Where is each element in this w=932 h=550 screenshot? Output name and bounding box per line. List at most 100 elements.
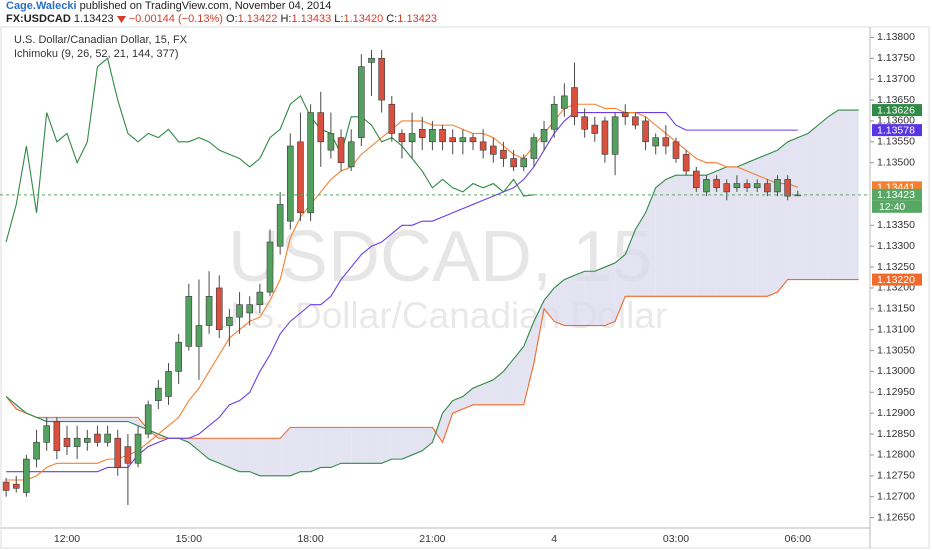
- candle-body: [134, 433, 142, 464]
- x-tick-label: 18:00: [297, 533, 323, 545]
- candle-body: [215, 287, 223, 330]
- candle-body: [642, 120, 649, 143]
- cloud: [686, 175, 697, 297]
- candle-body: [449, 137, 457, 143]
- cloud: [300, 427, 311, 472]
- cloud: [188, 438, 199, 451]
- candle-body: [33, 442, 40, 460]
- candle-body: [733, 183, 741, 189]
- cloud: [67, 417, 78, 422]
- cloud: [828, 110, 839, 280]
- cloud: [341, 427, 352, 464]
- candle-body: [124, 446, 132, 464]
- candle-body: [672, 141, 680, 159]
- down-arrow: [116, 16, 126, 24]
- candle-body: [591, 124, 599, 134]
- candle-body: [530, 137, 538, 159]
- candle-body: [703, 179, 710, 193]
- cloud: [483, 379, 494, 405]
- chart-title: U.S. Dollar/Canadian Dollar, 15, FX: [14, 34, 188, 46]
- countdown-box: [872, 200, 922, 213]
- cloud: [401, 427, 413, 460]
- symbol: FX:USDCAD: [6, 13, 71, 25]
- cloud: [767, 150, 778, 297]
- plot-area: [2, 49, 859, 506]
- x-tick-label: 4: [551, 533, 557, 545]
- cloud: [229, 438, 240, 472]
- y-tick-label: 1.13100: [877, 323, 915, 335]
- cloud: [452, 396, 463, 414]
- y-tick-label: 1.12850: [877, 428, 915, 440]
- cloud: [645, 187, 656, 297]
- cloud: [787, 137, 798, 280]
- x-tick-label: 06:00: [785, 533, 811, 545]
- y-tick-label: 1.13000: [877, 365, 915, 377]
- ohlc-label: H:: [280, 13, 292, 25]
- cloud: [594, 267, 605, 326]
- cloud: [107, 417, 118, 422]
- x-tick-label: 12:00: [54, 533, 80, 545]
- lagging-line: [5, 57, 534, 243]
- price-label: 1.13423: [877, 189, 915, 201]
- candle-body: [144, 404, 152, 435]
- cloud: [442, 400, 453, 443]
- y-tick-label: 1.13600: [877, 115, 915, 127]
- candle-body: [510, 158, 517, 168]
- cloud: [726, 166, 737, 297]
- cloud: [564, 275, 575, 326]
- candle-body: [723, 183, 731, 193]
- indicator-name: Ichimoku (9, 26, 52, 21, 144, 377): [14, 48, 179, 60]
- candle-body: [307, 112, 314, 214]
- candle-body: [195, 325, 203, 347]
- cloud: [676, 175, 687, 297]
- candle-body: [520, 158, 528, 168]
- candle-body: [236, 304, 243, 318]
- candle-body: [337, 137, 345, 163]
- cloud: [635, 212, 646, 297]
- candle-body: [53, 421, 61, 452]
- cloud: [97, 417, 108, 422]
- cloud: [838, 110, 849, 280]
- countdown: 12:40: [879, 201, 905, 213]
- cloud: [259, 438, 270, 476]
- x-tick-label: 15:00: [176, 533, 202, 545]
- author[interactable]: Cage.Walecki: [6, 0, 77, 12]
- candle-body: [114, 437, 122, 468]
- y-tick-label: 1.13800: [877, 31, 915, 43]
- cloud: [310, 427, 321, 472]
- candle-body: [155, 387, 162, 401]
- candle-body: [479, 141, 487, 151]
- candle-body: [266, 241, 274, 293]
- candle-body: [327, 133, 335, 151]
- cloud: [615, 254, 626, 322]
- candle-body: [286, 145, 294, 222]
- candle-body: [601, 120, 609, 155]
- ohlc-label: L:: [334, 13, 344, 25]
- publish-info: published on TradingView.com, November 0…: [79, 0, 332, 12]
- price-label-box: [872, 124, 922, 137]
- candle-body: [439, 128, 446, 143]
- cloud: [797, 133, 808, 280]
- candle-body: [246, 304, 253, 314]
- price-label: 1.13578: [877, 124, 915, 136]
- candle-body: [256, 291, 264, 305]
- candle-body: [94, 433, 101, 443]
- cloud: [198, 438, 210, 460]
- candle-body: [784, 179, 791, 197]
- cloud: [462, 388, 473, 410]
- candle-body: [73, 437, 81, 447]
- candle-body: [185, 295, 193, 347]
- candle-body: [84, 437, 91, 443]
- cloud: [513, 346, 524, 405]
- y-tick-label: 1.13300: [877, 240, 915, 252]
- y-tick-label: 1.12900: [877, 407, 915, 419]
- ohlc-value: 1.13420: [343, 13, 384, 25]
- candle-body: [378, 58, 385, 101]
- cloud: [473, 383, 484, 405]
- candle-body: [388, 103, 396, 134]
- candle-body: [205, 295, 213, 326]
- candle-body: [226, 316, 233, 326]
- candle-body: [713, 179, 720, 189]
- x-tick-label: 03:00: [663, 533, 689, 545]
